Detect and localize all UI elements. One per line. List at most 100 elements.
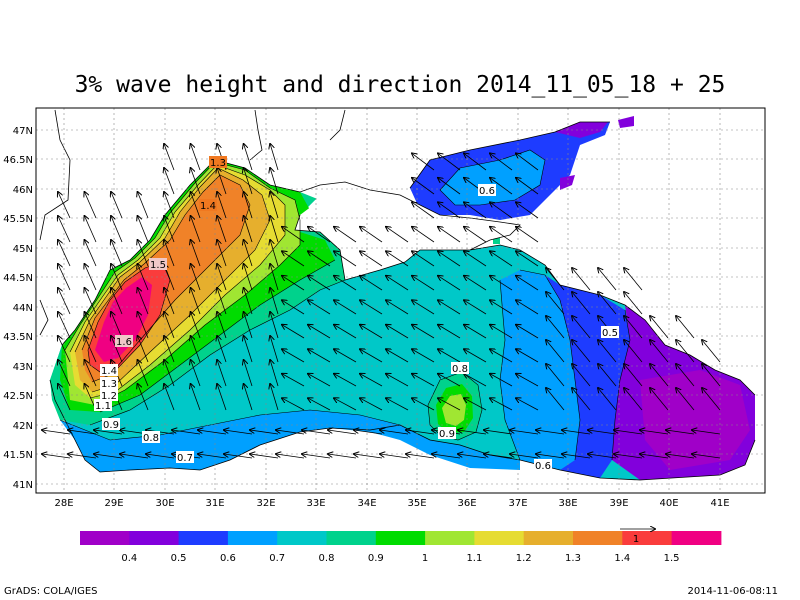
lon-label: 40E	[659, 498, 678, 509]
direction-arrow	[308, 300, 331, 315]
lon-label: 29E	[104, 498, 123, 509]
colorbar-label: 1.3	[565, 553, 581, 564]
direction-arrow	[516, 276, 539, 291]
contour-label: 1.3	[101, 379, 117, 390]
direction-arrow	[458, 430, 487, 435]
direction-arrow	[224, 430, 253, 435]
direction-arrow	[490, 398, 513, 411]
direction-arrow	[111, 192, 123, 219]
direction-arrow	[328, 430, 357, 435]
direction-arrow	[624, 364, 643, 387]
direction-arrow	[386, 325, 409, 339]
direction-arrow	[598, 292, 617, 315]
colorbar-label: 0.8	[319, 553, 335, 564]
contour-label: 1.6	[116, 337, 132, 348]
direction-arrow	[650, 364, 669, 387]
direction-arrow	[490, 178, 513, 195]
direction-arrow	[58, 192, 71, 219]
direction-arrow	[464, 202, 487, 219]
direction-arrow	[562, 430, 591, 435]
direction-arrow	[490, 276, 513, 291]
direction-arrow	[598, 268, 617, 291]
direction-arrow	[85, 192, 97, 219]
direction-arrow	[412, 202, 435, 219]
direction-arrow	[85, 336, 97, 363]
colorbar-swatch	[178, 531, 229, 545]
colorbar-label: 1.5	[664, 553, 680, 564]
direction-arrow	[650, 316, 669, 339]
direction-arrow	[270, 360, 279, 387]
colorbar-label: 1.1	[466, 553, 482, 564]
direction-arrow	[276, 430, 305, 435]
map-title: 3% wave height and direction 2014_11_05_…	[74, 72, 726, 98]
lat-label: 45.5N	[3, 214, 33, 225]
direction-arrow	[334, 300, 357, 315]
direction-arrow	[334, 276, 357, 291]
direction-arrow	[191, 144, 201, 171]
direction-arrow	[588, 430, 617, 435]
direction-arrow	[432, 454, 461, 459]
direction-arrow	[614, 454, 643, 459]
direction-arrow	[624, 340, 643, 363]
contour-label: 1.1	[95, 401, 111, 412]
direction-arrow	[302, 454, 331, 459]
direction-arrow	[308, 398, 331, 411]
direction-arrow	[138, 264, 149, 291]
colorbar-swatch	[277, 531, 327, 545]
direction-arrow	[217, 192, 227, 219]
direction-arrow	[276, 454, 305, 459]
direction-arrow	[412, 398, 435, 411]
contour-label: 1.2	[101, 391, 117, 402]
direction-arrow	[58, 288, 71, 315]
lon-label: 41E	[710, 498, 729, 509]
direction-arrow	[244, 360, 253, 387]
contour-label: 1.3	[210, 158, 226, 169]
direction-arrow	[598, 388, 617, 411]
direction-arrow	[282, 325, 305, 339]
direction-arrow	[546, 292, 565, 315]
colorbar-label: 1	[422, 553, 428, 564]
direction-arrow	[624, 292, 643, 315]
contour-label: 0.6	[479, 186, 495, 197]
contour-label: 1.4	[200, 201, 216, 212]
direction-arrow	[484, 454, 513, 459]
direction-arrow	[270, 144, 279, 171]
lon-label: 28E	[54, 498, 73, 509]
direction-arrow	[464, 227, 487, 243]
lat-label: 45N	[13, 244, 33, 255]
direction-arrow	[546, 268, 565, 291]
direction-arrow	[546, 340, 565, 363]
direction-arrow	[334, 251, 357, 267]
colorbar-swatch	[474, 531, 525, 545]
direction-arrow	[666, 430, 695, 435]
lon-label: 33E	[306, 498, 325, 509]
direction-arrow	[386, 398, 409, 411]
direction-arrow	[624, 388, 643, 411]
map-frame	[35, 107, 766, 494]
direction-arrow	[572, 292, 591, 315]
lon-label: 35E	[407, 498, 426, 509]
direction-arrow	[270, 264, 279, 291]
direction-arrow	[217, 240, 227, 267]
direction-arrow	[650, 388, 669, 411]
direction-arrow	[464, 325, 487, 339]
direction-arrow	[282, 276, 305, 291]
direction-arrow	[111, 216, 123, 243]
direction-arrow	[438, 398, 461, 411]
direction-arrow	[217, 216, 227, 243]
direction-arrow	[516, 153, 539, 171]
direction-arrow	[217, 168, 227, 195]
direction-arrow	[438, 276, 461, 291]
direction-arrow	[676, 340, 695, 363]
direction-arrow	[484, 430, 513, 435]
direction-arrow	[650, 340, 669, 363]
direction-arrow	[386, 276, 409, 291]
direction-arrow	[191, 216, 201, 243]
direction-arrow	[270, 192, 279, 219]
direction-arrow	[138, 384, 149, 411]
direction-arrow	[516, 178, 539, 195]
direction-arrow	[270, 336, 279, 363]
direction-arrow	[244, 216, 253, 243]
direction-arrow	[244, 312, 253, 339]
